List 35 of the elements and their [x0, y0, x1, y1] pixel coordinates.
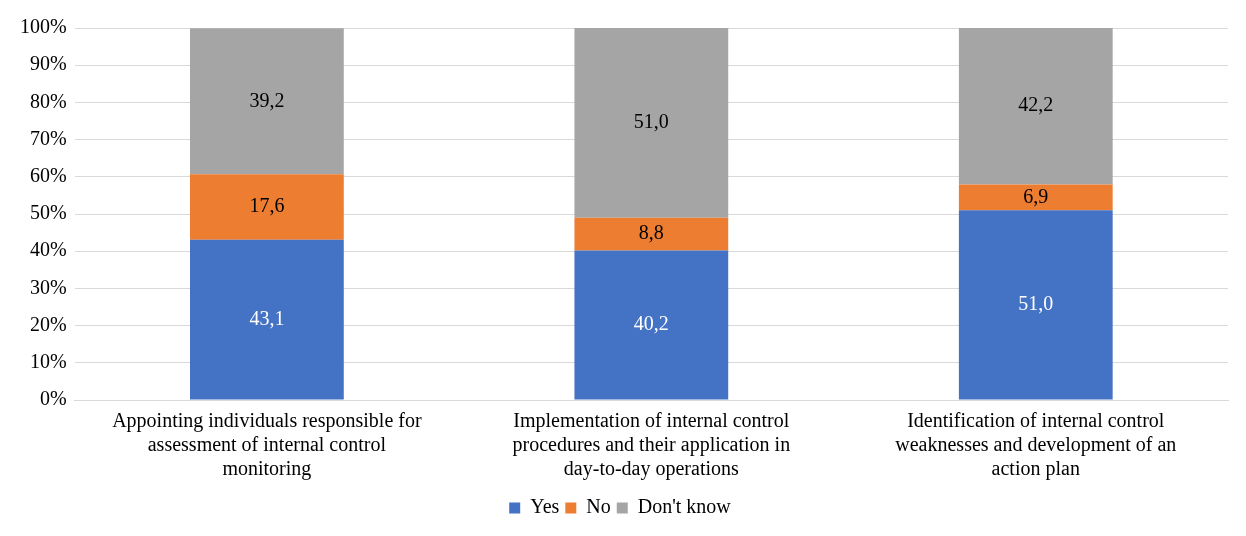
data-label: 40,2	[633, 312, 669, 335]
y-tick-label: 20%	[29, 312, 67, 335]
y-tick-label: 40%	[29, 238, 67, 261]
bar	[958, 184, 1113, 211]
data-label: 42,2	[1018, 93, 1054, 116]
bar	[574, 28, 729, 218]
data-label: 51,0	[633, 110, 669, 133]
data-label: 17,6	[249, 194, 285, 217]
y-tick-label: 100%	[19, 15, 67, 38]
bar	[574, 217, 729, 251]
bar	[574, 250, 729, 400]
bar	[958, 28, 1113, 185]
y-tick-label: 50%	[29, 201, 67, 224]
bar	[189, 239, 344, 400]
y-tick-label: 0%	[39, 387, 67, 410]
legend-label: No	[586, 495, 611, 518]
data-label: 51,0	[1018, 292, 1054, 315]
y-tick-label: 90%	[29, 52, 67, 75]
x-tick-label: Identification of internal control weaknesses and development of an action plan	[895, 409, 1177, 481]
y-tick-label: 80%	[29, 89, 67, 112]
y-tick-label: 60%	[29, 164, 67, 187]
y-tick-label: 30%	[29, 275, 67, 298]
data-label: 8,8	[638, 221, 664, 244]
data-label: 43,1	[249, 306, 285, 329]
y-tick-label: 70%	[29, 126, 67, 149]
legend-label: Yes	[530, 495, 560, 518]
bar	[189, 28, 344, 175]
legend-label: Don't know	[637, 495, 732, 518]
y-tick-label: 10%	[29, 350, 67, 373]
bar	[189, 174, 344, 240]
x-tick-label: Implementation of internal control procedures and their application in day-to-day operations	[512, 409, 791, 481]
data-label: 39,2	[249, 88, 285, 111]
bar	[958, 210, 1113, 400]
data-label: 6,9	[1023, 184, 1049, 207]
x-tick-label: Appointing individuals responsible for assessment of internal control monitoring	[112, 409, 422, 481]
